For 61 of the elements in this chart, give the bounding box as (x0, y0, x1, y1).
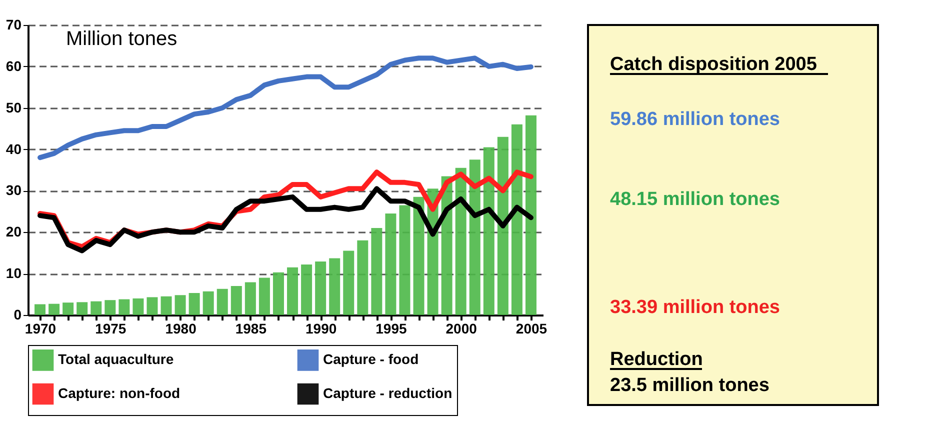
x-tick-label: 2000 (446, 320, 478, 336)
legend-label: Capture - reduction (323, 385, 452, 401)
bar (399, 205, 410, 315)
bar (118, 299, 130, 315)
bar (357, 240, 368, 315)
bar (202, 291, 214, 315)
bar (287, 267, 298, 315)
bar (104, 300, 116, 315)
y-tick-label: 60 (6, 58, 22, 74)
text: Reduction (610, 349, 703, 370)
bar (62, 302, 74, 315)
bar (511, 124, 522, 315)
legend-label: Capture: non-food (58, 385, 180, 401)
text: 59.86 million tones (610, 109, 780, 130)
bar (146, 297, 158, 315)
bar (76, 302, 88, 315)
text: 23.5 million tones (610, 375, 770, 396)
x-tick-label: 1980 (165, 320, 197, 336)
bar (160, 296, 172, 315)
bar (483, 147, 494, 315)
bar (48, 304, 60, 315)
bar (455, 168, 466, 315)
bar (525, 115, 536, 315)
x-tick-label: 1995 (376, 320, 407, 336)
bar (216, 288, 228, 315)
legend-label: Total aquaculture (58, 351, 174, 368)
annotation: Million tones (66, 28, 178, 50)
bar (301, 264, 312, 315)
bar (174, 295, 186, 315)
legend-label: Capture - food (323, 351, 419, 368)
y-tick-label: 70 (6, 16, 22, 32)
y-tick-label: 50 (6, 99, 22, 116)
bar (497, 136, 508, 315)
bar (343, 250, 354, 315)
bar (90, 301, 102, 315)
bar (34, 304, 46, 315)
y-tick-label: 10 (6, 265, 22, 282)
bar (371, 228, 382, 315)
x-tick-label: 1985 (235, 320, 267, 336)
bar (188, 293, 200, 315)
y-tick-label: 30 (6, 182, 22, 198)
y-tick-label: 40 (6, 140, 22, 157)
bar (315, 262, 326, 315)
text: Catch disposition 2005 (610, 54, 818, 75)
bar (244, 282, 256, 315)
bar (258, 278, 270, 315)
x-tick-label: 1970 (24, 320, 56, 336)
bar (385, 214, 396, 315)
x-tick-label: 1990 (305, 320, 337, 336)
text: 33.39 million tones (610, 297, 780, 318)
y-tick-label: 0 (14, 306, 22, 322)
bar (413, 196, 424, 315)
bar (469, 160, 480, 315)
bar (272, 272, 284, 315)
y-tick-label: 20 (6, 224, 22, 240)
x-tick-label: 2005 (516, 320, 548, 336)
bar (329, 258, 340, 315)
bar (230, 286, 242, 315)
bar (132, 298, 144, 315)
x-tick-label: 1975 (95, 320, 126, 336)
text: 48.15 million tones (610, 189, 780, 210)
